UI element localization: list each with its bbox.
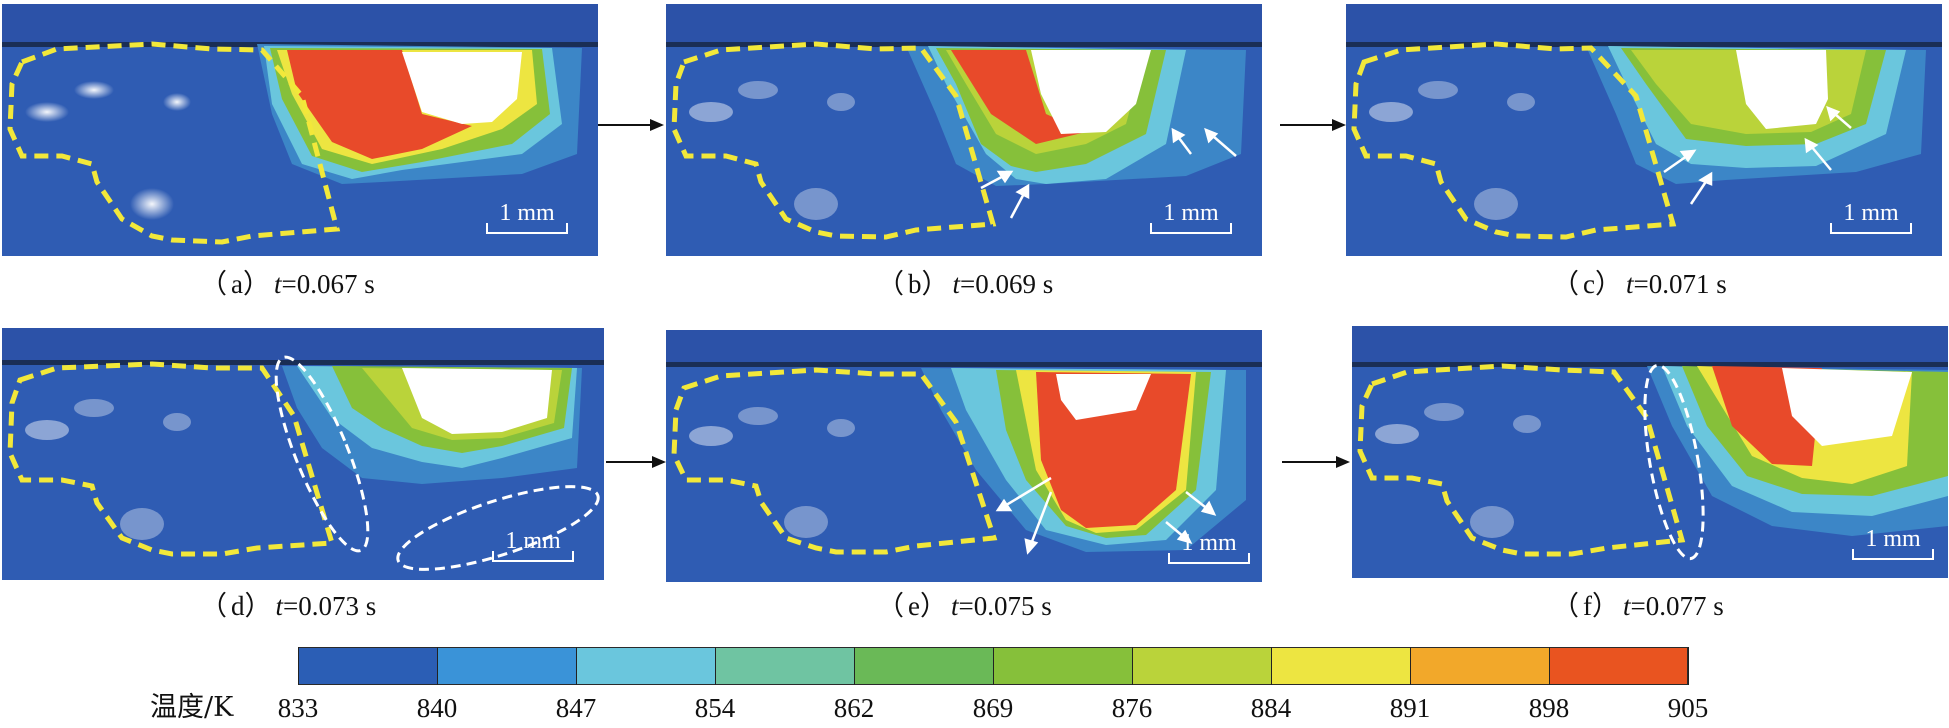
colorbar-tick-label: 847 bbox=[555, 693, 597, 723]
colorbar-tick bbox=[576, 647, 577, 685]
colorbar-tick-label: 840 bbox=[416, 693, 458, 723]
scale-bar-b: 1 mm bbox=[1148, 200, 1234, 238]
colorbar-tick-label: 905 bbox=[1667, 693, 1709, 723]
arrow-e-to-f bbox=[1282, 456, 1350, 468]
scale-bar-a: 1 mm bbox=[484, 200, 570, 238]
temperature-colorbar bbox=[298, 647, 1689, 685]
colorbar-segment bbox=[715, 647, 855, 685]
panel-e-image bbox=[666, 330, 1262, 582]
colorbar-tick bbox=[715, 647, 716, 685]
arrow-d-to-e bbox=[606, 456, 666, 468]
panel-e: 1 mm bbox=[666, 330, 1262, 582]
arrow-b-to-c bbox=[1280, 119, 1346, 131]
colorbar-segment bbox=[1410, 647, 1550, 685]
colorbar-segment bbox=[298, 647, 438, 685]
arrow-group-b bbox=[980, 127, 1237, 219]
panel-f: 1 mm bbox=[1352, 326, 1948, 578]
colorbar-tick bbox=[1410, 647, 1411, 685]
caption-b: （b）t=0.069 s bbox=[877, 269, 1054, 299]
colorbar-tick-label: 869 bbox=[972, 693, 1014, 723]
scale-bar-d: 1 mm bbox=[490, 528, 576, 566]
arrow-group-c bbox=[1663, 105, 1852, 205]
caption-e: （e）t=0.075 s bbox=[877, 591, 1052, 621]
caption-d: （d）t=0.073 s bbox=[200, 591, 377, 621]
colorbar-tick bbox=[854, 647, 855, 685]
caption-f: （f）t=0.077 s bbox=[1552, 591, 1724, 621]
colorbar-tick bbox=[298, 647, 299, 685]
panel-d-image bbox=[2, 328, 604, 580]
colorbar-segment bbox=[1132, 647, 1272, 685]
panel-b-image bbox=[666, 4, 1262, 256]
scale-bar-f: 1 mm bbox=[1850, 526, 1936, 564]
caption-a: （a）t=0.067 s bbox=[200, 269, 375, 299]
colorbar-title: 温度/K bbox=[150, 692, 234, 723]
arrow-group-e bbox=[995, 476, 1217, 555]
panel-a: 1 mm bbox=[2, 4, 598, 256]
colorbar-tick-label: 884 bbox=[1250, 693, 1292, 723]
colorbar-tick bbox=[1271, 647, 1272, 685]
colorbar-tick-label: 862 bbox=[833, 693, 875, 723]
colorbar-segment bbox=[1271, 647, 1411, 685]
colorbar-segment bbox=[993, 647, 1133, 685]
caption-c: （c）t=0.071 s bbox=[1552, 269, 1727, 299]
panel-c: 1 mm bbox=[1346, 4, 1942, 256]
colorbar-tick-label: 854 bbox=[694, 693, 736, 723]
colorbar-tick bbox=[437, 647, 438, 685]
arrow-a-to-b bbox=[598, 119, 664, 131]
colorbar-segment bbox=[854, 647, 994, 685]
colorbar-segment bbox=[1549, 647, 1689, 685]
colorbar-tick-label: 833 bbox=[277, 693, 319, 723]
scale-bar-e: 1 mm bbox=[1166, 530, 1252, 568]
panel-f-image bbox=[1352, 326, 1948, 578]
colorbar-tick-label: 891 bbox=[1389, 693, 1431, 723]
colorbar-tick-label: 898 bbox=[1528, 693, 1570, 723]
colorbar-tick-label: 876 bbox=[1111, 693, 1153, 723]
colorbar-tick bbox=[993, 647, 994, 685]
colorbar-tick bbox=[1688, 647, 1689, 685]
colorbar-segment bbox=[576, 647, 716, 685]
colorbar-tick bbox=[1549, 647, 1550, 685]
colorbar-tick bbox=[1132, 647, 1133, 685]
panel-d: 1 mm bbox=[2, 328, 604, 580]
panel-b: 1 mm bbox=[666, 4, 1262, 256]
scale-bar-c: 1 mm bbox=[1828, 200, 1914, 238]
panel-c-image bbox=[1346, 4, 1942, 256]
panel-a-image bbox=[2, 4, 598, 256]
colorbar-segment bbox=[437, 647, 577, 685]
